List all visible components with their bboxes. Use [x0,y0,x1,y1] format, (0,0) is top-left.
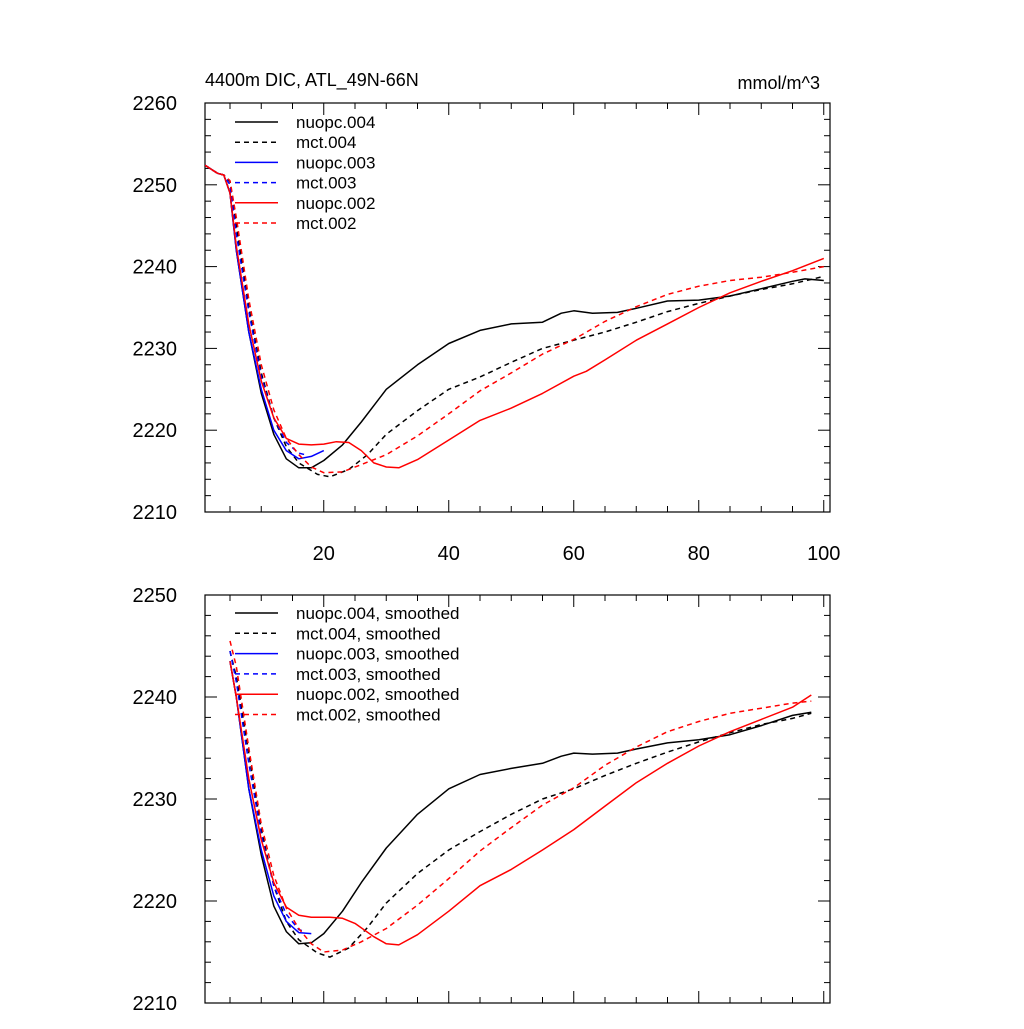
top-y-tick-label: 2250 [133,175,178,197]
top-y-tick-label: 2260 [133,93,178,115]
top-legend-label: nuopc.003 [296,153,375,172]
bottom-y-tick-label: 2240 [133,687,178,709]
bottom-series-line-3 [229,650,306,933]
top-series-group [205,164,825,478]
bottom-legend-label: nuopc.002, smoothed [296,685,460,704]
top-panel: 20 40 60 80 100 2210 2220 2230 2240 2250 2260 4400m… [133,70,841,565]
bottom-series-line-4 [229,661,812,946]
top-y-tick-label: 2220 [133,420,178,442]
top-plot-frame [204,102,831,513]
top-series-line-1 [205,164,824,478]
bottom-legend-label: mct.002, smoothed [296,706,441,725]
top-y-tick-label: 2210 [133,502,178,524]
top-series-line-4 [205,164,825,469]
top-y-tick-label: 2240 [133,257,178,279]
top-x-tick-label: 100 [807,543,840,565]
top-legend-label: mct.002 [296,214,356,233]
top-legend-label: mct.003 [296,174,356,193]
top-x-tick-label: 80 [688,543,710,565]
bottom-y-tick-label: 2220 [133,891,178,913]
bottom-series-line-5 [229,640,812,953]
top-x-tick-label: 40 [438,543,460,565]
bottom-legend-label: nuopc.004, smoothed [296,604,460,623]
top-x-tick-label: 60 [563,543,585,565]
top-legend-label: nuopc.004 [296,113,375,132]
bottom-legend-label: mct.004, smoothed [296,624,441,643]
units-label: mmol/m^3 [738,73,820,93]
top-y-tick-label: 2230 [133,338,178,360]
bottom-series-line-0 [229,661,812,945]
bottom-y-tick-label: 2230 [133,789,178,811]
bottom-legend-label: mct.003, smoothed [296,665,441,684]
top-legend-label: nuopc.002 [296,194,375,213]
top-legend-label: mct.004 [296,133,356,152]
bottom-y-tick-label: 2210 [133,993,178,1015]
bottom-y-tick-label: 2250 [133,585,178,607]
chart-title: 4400m DIC, ATL_49N-66N [205,70,419,91]
top-x-tick-label: 20 [313,543,335,565]
top-series-line-5 [205,164,824,474]
bottom-series-group [229,640,812,958]
bottom-legend-label: nuopc.003, smoothed [296,645,460,664]
